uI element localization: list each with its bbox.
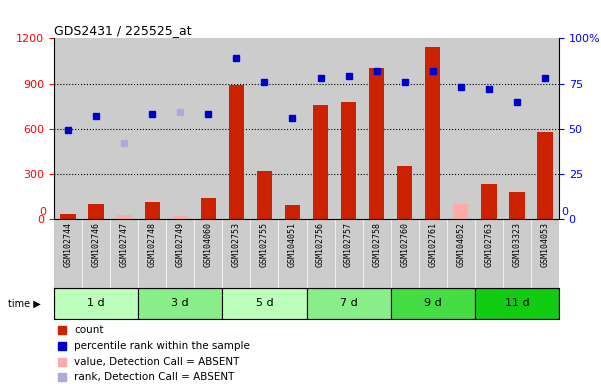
Bar (475, 38, 503, 219)
Bar (138, 288, 222, 319)
Bar (172, 216, 188, 219)
Text: 0: 0 (40, 207, 46, 217)
Text: GSM102746: GSM102746 (92, 222, 100, 267)
Text: GSM104053: GSM104053 (540, 222, 549, 267)
Text: GSM102757: GSM102757 (344, 222, 353, 267)
Text: GSM103323: GSM103323 (513, 222, 521, 267)
Bar (531, 219, 559, 288)
Text: 11 d: 11 d (505, 298, 529, 308)
Text: GSM102760: GSM102760 (400, 222, 409, 267)
Bar (257, 171, 272, 219)
Bar (475, 288, 559, 319)
Bar (251, 219, 278, 288)
Bar (313, 104, 328, 219)
Text: GSM102758: GSM102758 (372, 222, 381, 267)
Text: GSM104052: GSM104052 (456, 222, 465, 267)
Bar (537, 132, 553, 219)
Bar (362, 38, 391, 219)
Bar (425, 47, 441, 219)
Bar (117, 215, 132, 219)
Text: GSM102747: GSM102747 (120, 222, 129, 267)
Bar (509, 192, 525, 219)
Bar (82, 219, 110, 288)
Bar (307, 219, 335, 288)
Bar (166, 219, 194, 288)
Text: GSM102761: GSM102761 (429, 222, 437, 267)
Bar (278, 38, 307, 219)
Text: percentile rank within the sample: percentile rank within the sample (75, 341, 250, 351)
Text: GSM104051: GSM104051 (288, 222, 297, 267)
Text: GSM102749: GSM102749 (176, 222, 185, 267)
Bar (194, 38, 222, 219)
Bar (82, 38, 110, 219)
Text: count: count (75, 326, 104, 336)
Text: GSM102755: GSM102755 (260, 222, 269, 267)
Bar (222, 288, 307, 319)
Text: 1 d: 1 d (87, 298, 105, 308)
Text: GSM102753: GSM102753 (232, 222, 241, 267)
Bar (341, 101, 356, 219)
Text: 7 d: 7 d (340, 298, 358, 308)
Bar (419, 219, 447, 288)
Bar (222, 38, 251, 219)
Bar (419, 38, 447, 219)
Bar (391, 38, 419, 219)
Bar (285, 205, 300, 219)
Text: 9 d: 9 d (424, 298, 442, 308)
Text: 5 d: 5 d (255, 298, 273, 308)
Text: 3 d: 3 d (171, 298, 189, 308)
Bar (503, 38, 531, 219)
Bar (391, 288, 475, 319)
Bar (397, 166, 412, 219)
Bar (278, 219, 307, 288)
Text: 0: 0 (561, 207, 569, 217)
Bar (369, 68, 385, 219)
Bar (475, 219, 503, 288)
Bar (362, 219, 391, 288)
Text: GSM104060: GSM104060 (204, 222, 213, 267)
Bar (60, 214, 76, 219)
Bar (335, 38, 362, 219)
Bar (110, 38, 138, 219)
Bar (453, 204, 469, 219)
Bar (447, 38, 475, 219)
Bar (335, 219, 362, 288)
Text: time ▶: time ▶ (8, 298, 41, 308)
Bar (138, 38, 166, 219)
Bar (145, 202, 160, 219)
Bar (391, 219, 419, 288)
Bar (503, 219, 531, 288)
Bar (88, 204, 104, 219)
Bar (54, 288, 138, 319)
Bar (201, 198, 216, 219)
Bar (481, 184, 496, 219)
Bar (447, 219, 475, 288)
Text: GSM102756: GSM102756 (316, 222, 325, 267)
Bar (166, 38, 194, 219)
Bar (222, 219, 251, 288)
Bar (307, 288, 391, 319)
Bar (531, 38, 559, 219)
Text: value, Detection Call = ABSENT: value, Detection Call = ABSENT (75, 357, 240, 367)
Bar (307, 38, 335, 219)
Bar (54, 219, 82, 288)
Bar (194, 219, 222, 288)
Bar (54, 38, 82, 219)
Text: GDS2431 / 225525_at: GDS2431 / 225525_at (54, 24, 192, 37)
Bar (251, 38, 278, 219)
Text: GSM102763: GSM102763 (484, 222, 493, 267)
Bar (110, 219, 138, 288)
Text: GSM102748: GSM102748 (148, 222, 157, 267)
Text: rank, Detection Call = ABSENT: rank, Detection Call = ABSENT (75, 372, 234, 382)
Bar (228, 85, 244, 219)
Text: GSM102744: GSM102744 (64, 222, 73, 267)
Bar (138, 219, 166, 288)
